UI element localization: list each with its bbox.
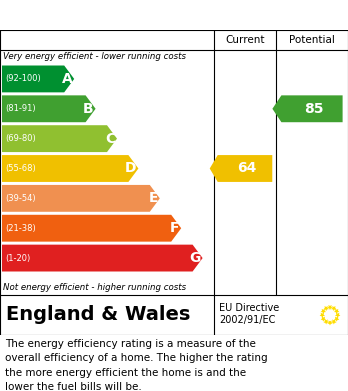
Text: (92-100): (92-100) [5,74,41,83]
Text: F: F [170,221,179,235]
Polygon shape [2,245,203,271]
Text: Current: Current [225,35,265,45]
Text: EU Directive
2002/91/EC: EU Directive 2002/91/EC [219,303,279,325]
Text: A: A [62,72,72,86]
Polygon shape [2,185,160,212]
Text: Energy Efficiency Rating: Energy Efficiency Rating [7,7,228,23]
Polygon shape [2,66,74,92]
Text: 64: 64 [237,161,257,176]
Polygon shape [319,313,325,318]
Polygon shape [210,155,272,182]
Text: (39-54): (39-54) [5,194,35,203]
Polygon shape [2,125,117,152]
Text: B: B [83,102,94,116]
Text: (81-91): (81-91) [5,104,35,113]
Text: C: C [105,132,115,145]
Polygon shape [327,305,333,310]
Polygon shape [335,313,340,318]
Text: 85: 85 [304,102,324,116]
Text: (55-68): (55-68) [5,164,36,173]
Polygon shape [331,319,337,325]
Text: (69-80): (69-80) [5,134,36,143]
Text: (21-38): (21-38) [5,224,36,233]
Polygon shape [331,306,337,311]
Polygon shape [2,155,139,182]
Text: Very energy efficient - lower running costs: Very energy efficient - lower running co… [3,52,186,61]
Polygon shape [324,306,329,311]
Polygon shape [334,317,339,322]
Polygon shape [2,95,96,122]
Polygon shape [321,309,326,314]
Polygon shape [327,321,333,325]
Text: Not energy efficient - higher running costs: Not energy efficient - higher running co… [3,283,186,292]
Text: (1-20): (1-20) [5,254,30,263]
Text: England & Wales: England & Wales [6,305,190,325]
Polygon shape [321,317,326,322]
Text: The energy efficiency rating is a measure of the
overall efficiency of a home. T: The energy efficiency rating is a measur… [5,339,268,391]
Text: G: G [189,251,200,265]
Text: E: E [148,191,158,205]
Polygon shape [2,215,181,242]
Polygon shape [334,309,339,314]
Polygon shape [272,95,342,122]
Text: Potential: Potential [289,35,335,45]
Text: D: D [125,161,136,176]
Polygon shape [324,319,329,325]
